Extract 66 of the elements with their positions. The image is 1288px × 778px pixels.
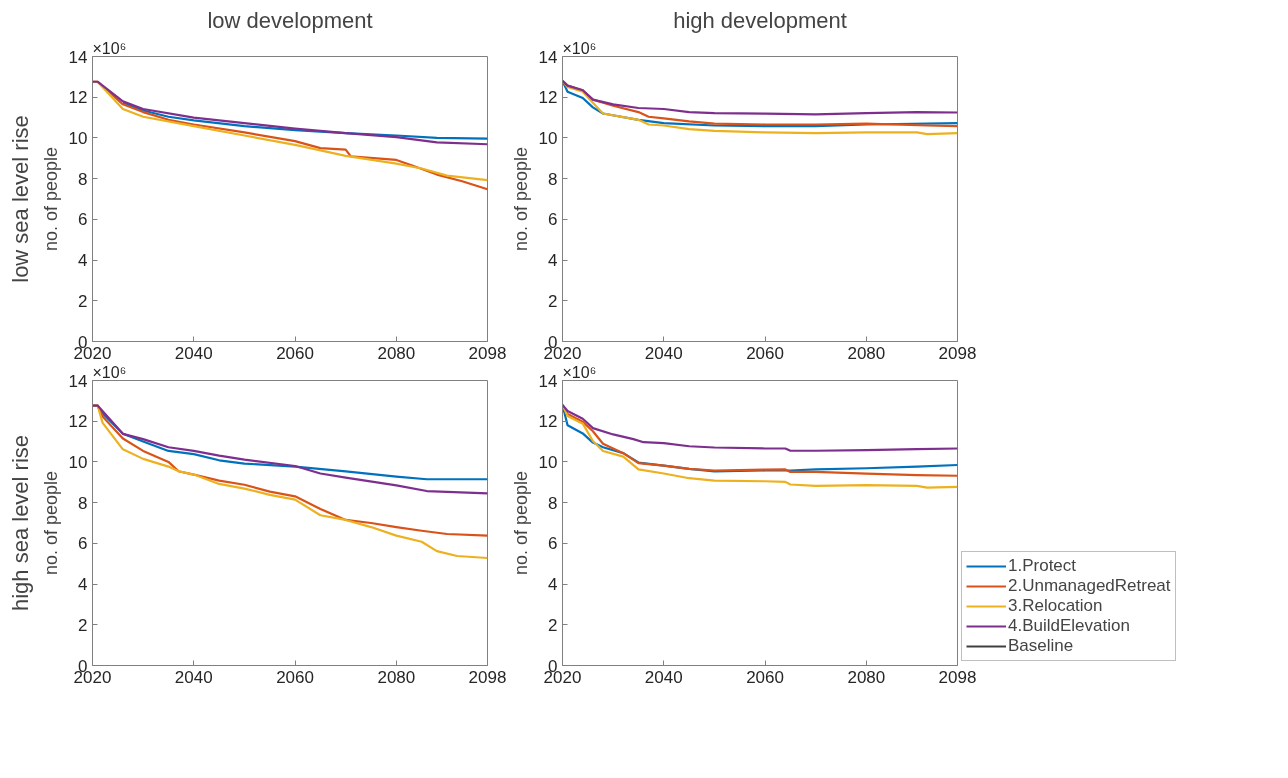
legend-label: 2.UnmanagedRetreat: [1008, 576, 1171, 596]
x-tick-label: 2060: [276, 343, 314, 363]
y-tick-label: 10: [538, 128, 558, 148]
x-tick-label: 2080: [377, 343, 416, 363]
y-tick-label: 6: [548, 210, 558, 230]
y-axis-title: no. of people: [510, 146, 531, 252]
y-tick-label: 4: [548, 251, 558, 271]
x-tick-label: 2080: [847, 343, 886, 363]
chart-title: high development: [673, 7, 847, 33]
y-tick-label: 6: [78, 210, 88, 230]
y-tick-label: 2: [78, 291, 88, 311]
y-tick-label: 2: [78, 615, 88, 635]
y-tick-label: 8: [548, 493, 558, 513]
legend-label: 4.BuildElevation: [1008, 616, 1130, 636]
y-tick-label: 10: [538, 452, 558, 472]
line-series: [92, 80, 488, 146]
y-tick-label: 8: [548, 169, 558, 189]
y-axis-title: no. of people: [40, 470, 61, 576]
text: low sea level rise: [7, 115, 33, 283]
y-tick-label: 2: [548, 615, 558, 635]
x-tick-label: 2040: [174, 343, 213, 363]
x-tick-label: 2060: [276, 667, 314, 687]
y-tick-label: 12: [68, 412, 88, 432]
y-tick-label: 10: [68, 128, 88, 148]
annotation: ×10⁶: [92, 363, 127, 381]
y-tick-label: 2: [548, 291, 558, 311]
y-tick-label: 14: [538, 371, 558, 391]
y-tick-label: 12: [538, 88, 558, 108]
annotation: ×10⁶: [562, 39, 597, 57]
y-tick-label: 14: [538, 47, 558, 67]
x-tick-label: 2040: [644, 667, 683, 687]
x-tick-label: 2098: [468, 343, 507, 363]
y-tick-label: 14: [68, 371, 88, 391]
x-tick-label: 2060: [746, 667, 784, 687]
text: high sea level rise: [7, 434, 33, 612]
y-tick-label: 4: [548, 575, 558, 595]
y-tick-label: 14: [68, 47, 88, 67]
y-tick-label: 4: [78, 575, 88, 595]
x-tick-label: 2080: [847, 667, 886, 687]
line-series: [562, 403, 958, 452]
y-tick-label: 10: [68, 452, 88, 472]
y-tick-label: 12: [68, 88, 88, 108]
x-tick-label: 2040: [644, 343, 683, 363]
legend-label: 1.Protect: [1008, 556, 1077, 576]
x-tick-label: 2080: [377, 667, 416, 687]
x-tick-label: 2060: [746, 343, 784, 363]
y-axis-title: no. of people: [40, 146, 61, 252]
line-series: [121, 101, 488, 140]
annotation: ×10⁶: [92, 39, 127, 57]
line-series: [92, 404, 488, 495]
chart-title: low development: [207, 7, 373, 33]
y-tick-label: 6: [78, 534, 88, 554]
x-tick-label: 2040: [174, 667, 213, 687]
x-tick-label: 2098: [468, 667, 507, 687]
y-tick-label: 6: [548, 534, 558, 554]
y-tick-label: 8: [78, 493, 88, 513]
y-tick-label: 4: [78, 251, 88, 271]
line-series: [562, 79, 958, 116]
legend-label: 3.Relocation: [1008, 596, 1103, 616]
y-tick-label: 8: [78, 169, 88, 189]
y-tick-label: 12: [538, 412, 558, 432]
x-tick-label: 2098: [938, 343, 977, 363]
annotation: ×10⁶: [562, 363, 597, 381]
legend-label: Baseline: [1008, 636, 1074, 656]
x-tick-label: 2098: [938, 667, 977, 687]
y-axis-title: no. of people: [510, 470, 531, 576]
